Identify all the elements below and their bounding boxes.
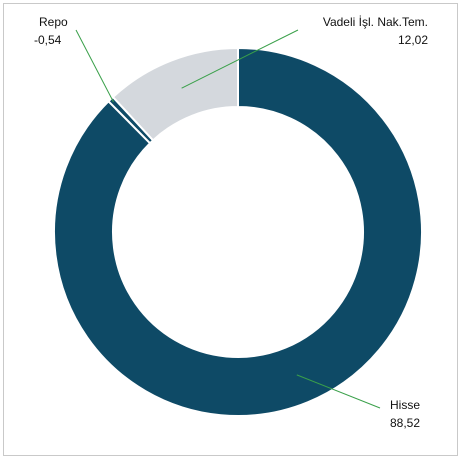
leader-repo <box>75 29 114 103</box>
label-hisse-name: Hisse <box>390 398 420 412</box>
label-vadeli-value: 12,02 <box>398 33 428 47</box>
label-repo-value: -0,54 <box>34 33 62 47</box>
leader-vadeli <box>181 29 299 89</box>
label-vadeli-name: Vadeli İşl. Nak.Tem. <box>323 15 428 29</box>
leader-hisse <box>296 374 381 409</box>
slice-vadeli <box>111 46 239 142</box>
label-repo-name: Repo <box>39 15 68 29</box>
label-hisse-value: 88,52 <box>390 416 420 430</box>
